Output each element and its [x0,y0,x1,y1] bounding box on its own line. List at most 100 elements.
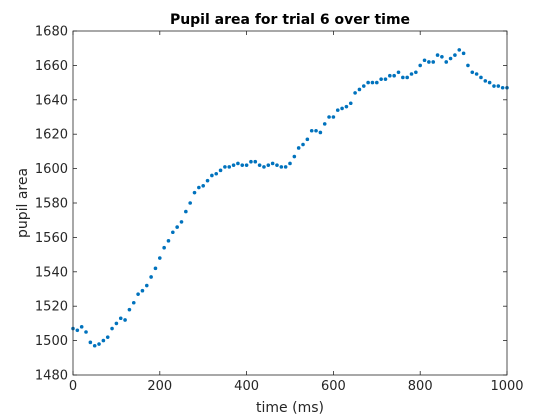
data-point [175,225,179,229]
data-point [379,77,383,81]
data-point [162,245,166,250]
data-point [136,292,140,296]
data-point [92,343,97,348]
x-tick-label: 0 [69,379,77,394]
data-point [214,171,219,176]
data-point [461,51,466,56]
data-point [262,165,266,169]
data-point [257,163,262,167]
data-point [84,330,88,334]
data-point [444,60,449,64]
y-tick-label: 1680 [35,25,68,40]
data-point [348,101,353,106]
data-point [483,79,488,83]
data-point [457,48,462,52]
data-point [405,75,409,80]
data-point [331,115,336,119]
data-point [131,300,136,305]
data-point [431,60,436,64]
data-point [448,56,453,61]
data-point [340,106,344,111]
x-tick-label: 400 [234,379,259,394]
x-axis-label: time (ms) [256,400,324,416]
data-point [479,75,483,80]
y-tick-label: 1600 [35,162,68,177]
y-tick-label: 1640 [35,93,68,108]
data-point [105,335,110,339]
data-point [97,342,101,346]
data-point [440,55,444,59]
data-point [188,201,192,205]
data-point [375,80,379,85]
data-point [227,165,232,169]
data-point [344,104,349,109]
data-point [401,75,405,80]
data-point [361,84,366,88]
data-point [292,154,297,159]
data-point [110,326,114,331]
data-point [314,128,318,133]
x-axis-ticks: 0 200 400 600 800 1000 [69,31,524,394]
data-point [492,84,496,88]
data-point [283,165,288,169]
data-point [470,70,475,75]
data-point [88,340,93,345]
data-point [240,163,245,167]
data-point [192,190,197,195]
y-tick-label: 1560 [35,231,68,246]
data-point [218,168,223,173]
data-point [179,220,184,224]
data-point [496,84,501,88]
data-point [253,159,258,164]
data-point [414,70,418,75]
data-point [75,328,80,333]
data-point [140,288,145,293]
data-point [236,161,240,166]
x-tick-label: 1000 [490,379,523,394]
data-point [500,85,505,90]
plot-background [73,31,507,375]
data-point [435,53,440,57]
data-point [370,80,375,85]
data-point [466,63,470,68]
data-point [335,108,340,112]
y-axis-ticks: 1480 1500 1520 1540 1560 1580 1600 1620 1640 1660… [35,25,507,384]
data-point [231,163,236,167]
y-tick-label: 1500 [35,334,68,349]
data-point [166,239,171,243]
data-point [357,87,362,92]
data-point [118,316,123,321]
data-point [171,230,175,235]
y-tick-label: 1540 [35,265,68,280]
data-point [288,161,292,166]
data-point [366,80,370,85]
data-point [309,128,314,133]
data-point [453,53,457,57]
y-tick-label: 1580 [35,197,68,212]
data-point [249,159,253,164]
data-point [322,122,327,126]
y-tick-label: 1660 [35,59,68,74]
data-point [305,137,310,142]
data-point [197,185,201,190]
data-point [79,325,84,329]
data-point [327,115,331,119]
data-point [388,73,392,78]
y-axis-label: pupil area [15,168,31,238]
data-layer [71,48,509,348]
data-point [396,70,401,75]
data-point [418,63,423,68]
data-point [144,283,149,288]
data-point [487,80,492,85]
data-point [205,178,210,183]
data-point [474,72,479,76]
data-point [296,146,301,150]
data-point [149,275,153,279]
data-point [318,130,323,135]
y-tick-label: 1480 [35,369,68,384]
x-tick-label: 800 [408,379,433,394]
data-point [301,142,305,147]
data-point [270,161,275,166]
